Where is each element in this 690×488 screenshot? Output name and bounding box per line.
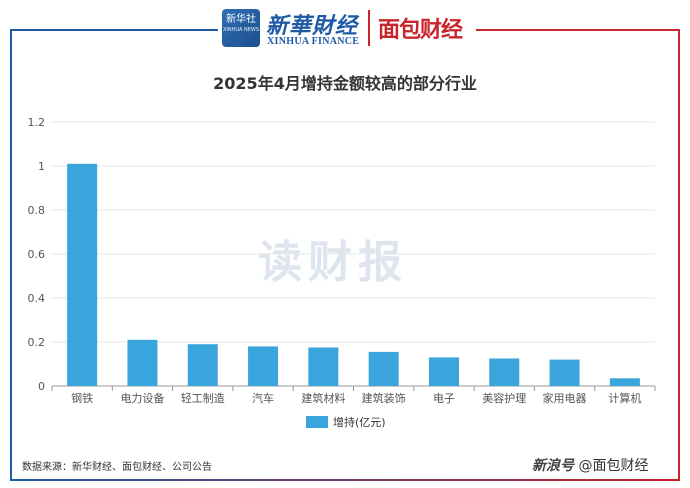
x-tick-label: 建筑材料	[301, 391, 345, 405]
xinhua-finance-cn: 新華財经	[266, 13, 359, 39]
x-tick-label: 钢铁	[71, 392, 93, 405]
y-tick-label: 0.8	[28, 204, 46, 217]
bar[interactable]	[609, 378, 640, 386]
y-tick-label: 1	[38, 160, 45, 173]
x-tick-label: 汽车	[252, 391, 274, 405]
legend-swatch[interactable]	[306, 416, 328, 428]
chart-title: 2025年4月增持金额较高的部分行业	[213, 74, 477, 93]
bar[interactable]	[187, 344, 218, 386]
watermark: 读财报	[258, 237, 408, 288]
y-tick-label: 0.4	[28, 292, 46, 305]
x-axis-ticks: 钢铁 电力设备 轻工制造 汽车 建筑材料 建筑装饰 电子 美容护理 家用电器 计算机	[51, 386, 656, 405]
xinhua-finance-en: XINHUA FINANCE	[267, 36, 360, 47]
account-name: @面包财经	[578, 458, 649, 474]
x-tick-label: 电力设备	[120, 391, 164, 405]
frame-right-border	[678, 29, 680, 481]
mianbao-brand-logo: 面包财经	[378, 18, 463, 43]
bar[interactable]	[428, 357, 459, 386]
x-tick-label: 计算机	[608, 391, 641, 405]
header-logos: 新华社 XINHUA NEWS 新華財经 XINHUA FINANCE 面包财经	[0, 6, 690, 48]
x-tick-label: 轻工制造	[181, 391, 225, 405]
frame-left-border	[10, 29, 12, 480]
bar[interactable]	[127, 339, 158, 386]
bar[interactable]	[549, 359, 580, 386]
frame-bottom-border	[10, 479, 680, 481]
x-tick-label: 建筑装饰	[362, 391, 406, 405]
platform-label: 新浪号	[532, 458, 574, 474]
bar[interactable]	[67, 163, 98, 386]
bar[interactable]	[248, 346, 279, 386]
legend[interactable]: 增持(亿元)	[306, 415, 386, 429]
bar[interactable]	[308, 347, 339, 387]
logo-divider	[368, 10, 370, 46]
bar[interactable]	[368, 351, 399, 386]
y-axis-ticks: 0 0.2 0.4 0.6 0.8 1 1.2	[28, 116, 46, 393]
xinhua-logo-subtext: XINHUA NEWS	[222, 27, 260, 33]
y-tick-label: 1.2	[28, 116, 46, 129]
frame-top-left-border	[10, 29, 218, 31]
bars	[67, 163, 640, 387]
data-source-note: 数据来源：新华财经、面包财经、公司公告	[22, 462, 212, 473]
y-tick-label: 0.2	[28, 336, 46, 349]
frame-top-right-border	[476, 29, 680, 31]
footer-account: 新浪号 @面包财经	[532, 455, 648, 475]
xinhua-logo-text: 新华社	[226, 14, 256, 25]
x-tick-label: 美容护理	[482, 391, 526, 405]
y-tick-label: 0.6	[28, 248, 46, 261]
xinhua-logo: 新华社 XINHUA NEWS	[222, 9, 260, 47]
legend-label[interactable]: 增持(亿元)	[333, 415, 386, 429]
x-tick-label: 电子	[433, 392, 455, 405]
bar[interactable]	[489, 358, 520, 387]
x-tick-label: 家用电器	[543, 391, 587, 405]
y-tick-label: 0	[38, 380, 45, 393]
